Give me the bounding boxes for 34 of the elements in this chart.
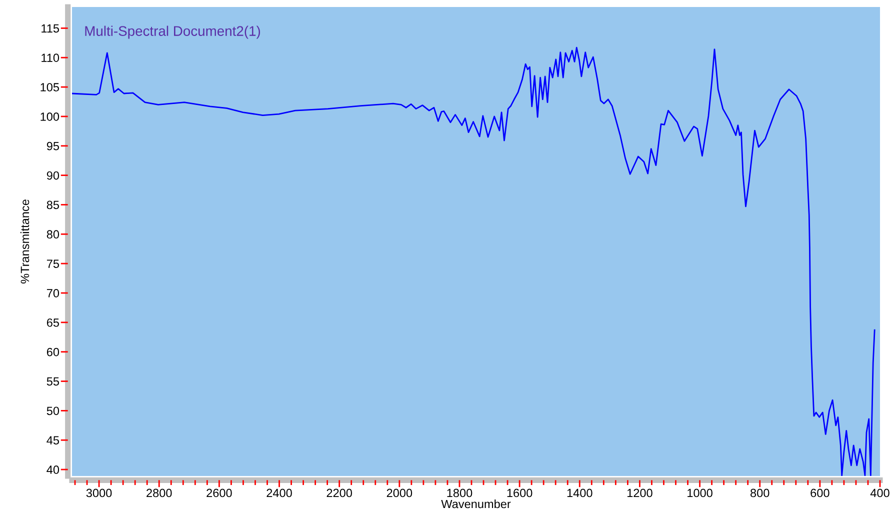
x-tick-label: 2400 (266, 488, 292, 498)
x-tick-label: 2600 (206, 488, 232, 498)
y-tick-label: 85 (46, 200, 60, 210)
x-tick-label: 1400 (567, 488, 592, 498)
x-tick-label: 1000 (688, 488, 712, 498)
x-tick-label: 2000 (386, 488, 412, 498)
x-tick-label: 2800 (146, 488, 172, 498)
x-tick-label: 1200 (627, 488, 652, 498)
y-tick-label: 75 (46, 260, 60, 268)
x-tick-label: 800 (750, 488, 770, 498)
x-tick-label: 600 (810, 488, 830, 498)
x-tick-label: 400 (870, 488, 890, 498)
y-tick-label: 50 (46, 406, 60, 416)
y-tick-label: 40 (46, 466, 60, 474)
y-tick-label: 45 (46, 436, 60, 444)
x-tick-label: 1600 (507, 488, 532, 498)
x-tick-label: 3000 (86, 488, 112, 498)
y-tick-label: 65 (46, 318, 60, 327)
y-tick-label: 95 (46, 142, 60, 150)
y-tick-label: 60 (46, 348, 60, 356)
y-tick-label: 110 (42, 54, 60, 62)
x-tick-label: 2200 (326, 488, 352, 498)
y-tick-label: 55 (46, 377, 60, 386)
y-tick-label: 115 (42, 24, 60, 33)
text: Multi-Spectral Document2(1) (85, 26, 260, 39)
y-tick-label: 105 (40, 83, 60, 92)
y-tick-label: 100 (40, 112, 60, 121)
x-tick-label: 1800 (447, 488, 472, 498)
x-axis-title: Wavenumber (441, 500, 511, 508)
line-series (72, 46, 876, 476)
y-axis-title: %Transmittance (20, 200, 30, 284)
y-tick-label: 80 (46, 230, 60, 239)
y-tick-label: 90 (46, 171, 60, 180)
y-tick-label: 70 (46, 289, 60, 298)
